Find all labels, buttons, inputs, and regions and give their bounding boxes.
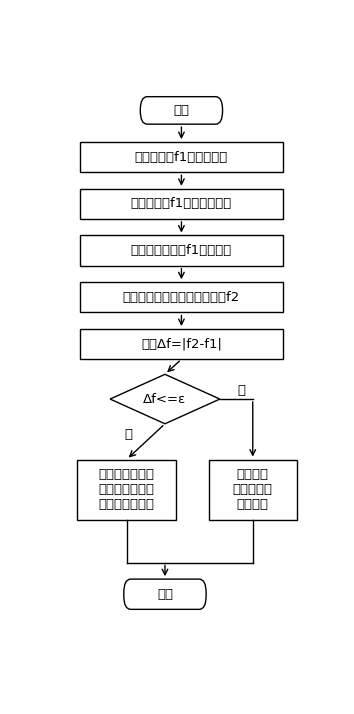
Text: 结束: 结束 xyxy=(157,588,173,600)
FancyBboxPatch shape xyxy=(140,96,223,124)
Text: 为非法负
载，停止充
电并报警: 为非法负 载，停止充 电并报警 xyxy=(233,468,273,511)
Text: 为合法负载，副
边停止发送方波
信号，继续充电: 为合法负载，副 边停止发送方波 信号，继续充电 xyxy=(98,468,155,511)
Text: 开始: 开始 xyxy=(173,104,189,117)
FancyBboxPatch shape xyxy=(80,142,283,172)
FancyBboxPatch shape xyxy=(80,282,283,313)
FancyBboxPatch shape xyxy=(80,236,283,266)
Text: 将方波信号f1调制到负载上: 将方波信号f1调制到负载上 xyxy=(131,197,232,211)
FancyBboxPatch shape xyxy=(80,188,283,219)
FancyBboxPatch shape xyxy=(80,329,283,359)
Text: 计算Δf=|f2-f1|: 计算Δf=|f2-f1| xyxy=(141,338,222,351)
FancyBboxPatch shape xyxy=(77,460,176,520)
Text: 检测原边线圈输入电流的频率f2: 检测原边线圈输入电流的频率f2 xyxy=(123,291,240,304)
Text: 否: 否 xyxy=(238,384,246,397)
Text: 生成频率为f1的方波信号: 生成频率为f1的方波信号 xyxy=(135,151,228,164)
Text: Δf<=ε: Δf<=ε xyxy=(143,393,187,406)
FancyBboxPatch shape xyxy=(209,460,297,520)
Polygon shape xyxy=(110,374,220,424)
Text: 控制负载以频率f1进行通断: 控制负载以频率f1进行通断 xyxy=(131,244,232,257)
FancyBboxPatch shape xyxy=(124,579,206,609)
Text: 是: 是 xyxy=(124,428,132,441)
